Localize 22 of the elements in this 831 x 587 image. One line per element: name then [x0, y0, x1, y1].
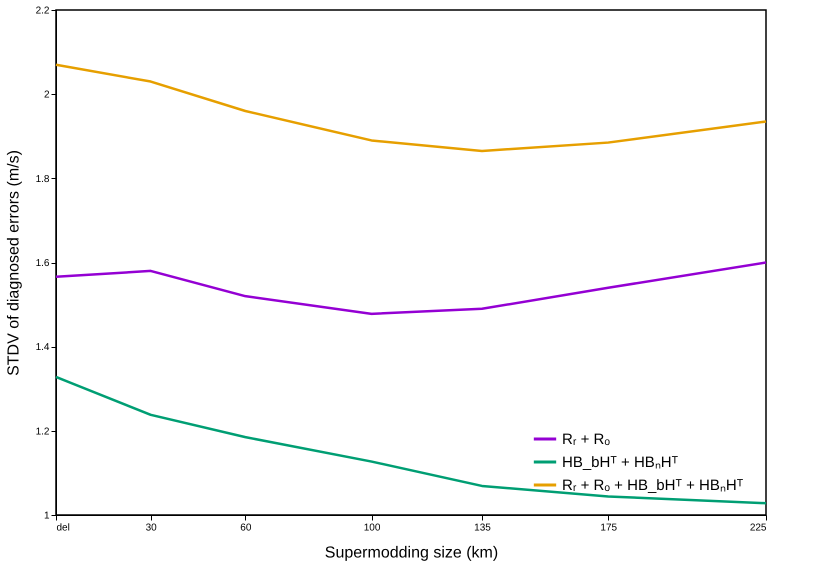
x-tick-label: 225 [750, 522, 767, 534]
line-series [54, 63, 768, 152]
y-tick-label: 1.4 [36, 342, 50, 354]
x-tick-label: 30 [146, 522, 158, 534]
x-tick-label: 175 [600, 522, 618, 534]
y-tick-label: 2 [44, 90, 50, 101]
x-tick-label: 100 [364, 522, 381, 534]
y-tick-label: 1 [44, 510, 50, 522]
line-series [54, 376, 768, 504]
y-tick-label: 1.2 [36, 426, 50, 438]
x-tick-label: del [56, 522, 70, 534]
y-tick-label: 2.2 [36, 6, 50, 16]
y-axis-title: STDV of diagnosed errors (m/s) [6, 150, 23, 376]
y-tick-label: 1.6 [36, 258, 50, 269]
x-tick-label: 60 [240, 522, 252, 534]
line-series [54, 261, 768, 316]
y-tick-label: 1.8 [36, 174, 50, 185]
legend-label: HB_bHᵀ + HBₙHᵀ [562, 454, 679, 471]
x-tick-label: 135 [474, 522, 492, 534]
legend-label: Rᵣ + Rₒ + HB_bHᵀ + HBₙHᵀ [562, 477, 744, 494]
legend-label: Rᵣ + Rₒ [562, 431, 610, 448]
x-axis-title: Supermodding size (km) [324, 544, 498, 562]
